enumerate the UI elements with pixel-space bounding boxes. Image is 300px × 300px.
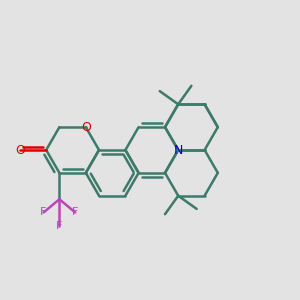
Text: F: F xyxy=(72,208,78,218)
Text: O: O xyxy=(15,143,25,157)
Text: N: N xyxy=(173,143,183,157)
Text: F: F xyxy=(40,208,47,218)
Text: O: O xyxy=(81,121,91,134)
Text: F: F xyxy=(56,221,63,231)
